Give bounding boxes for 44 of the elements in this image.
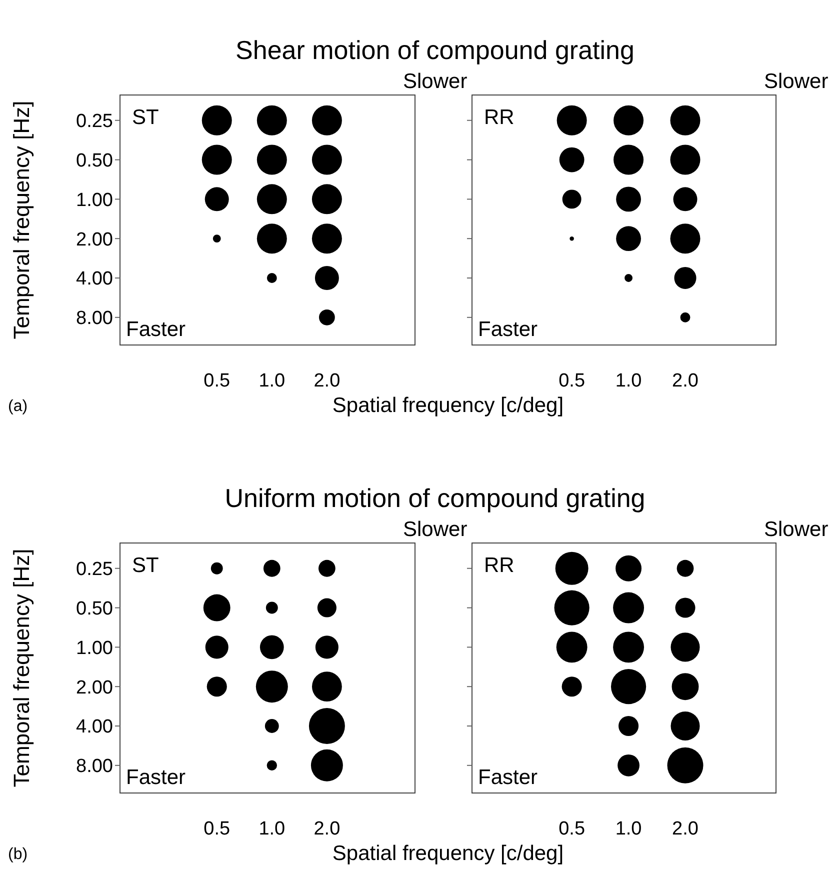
- x-tick-label: 2.0: [314, 370, 340, 392]
- text: Slower: [764, 70, 828, 93]
- text: Shear motion of compound grating: [234, 35, 636, 65]
- text: ST: [132, 106, 159, 129]
- x-tick-label: 0.5: [558, 370, 586, 392]
- y-tick-label: 1.00: [76, 190, 113, 211]
- text: RR: [484, 106, 514, 129]
- x-tick-label: 2.0: [314, 818, 340, 840]
- text: Faster: [126, 318, 186, 341]
- y-tick-label: 2.00: [76, 677, 113, 698]
- y-axis-title: Temporal frequency [Hz]: [9, 100, 34, 340]
- x-tick-label: 1.0: [258, 818, 286, 840]
- y-axis-title: Temporal frequency [Hz]: [9, 548, 34, 788]
- y-tick-label: 8.00: [76, 308, 113, 330]
- y-tick-label: 4.00: [76, 716, 113, 738]
- y-tick-label: 2.00: [76, 229, 113, 250]
- y-tick-label: 8.00: [76, 756, 113, 778]
- text: ST: [132, 554, 159, 577]
- y-tick-label: 0.25: [76, 559, 113, 580]
- x-tick-label: 0.5: [204, 370, 230, 392]
- x-tick-label: 2.0: [672, 370, 698, 392]
- x-tick-label: 0.5: [204, 818, 230, 840]
- y-tick-label: 1.00: [76, 638, 113, 659]
- text: (a): [8, 398, 28, 415]
- x-tick-label: 1.0: [258, 370, 286, 392]
- x-axis-title: Spatial frequency [c/deg]: [331, 394, 565, 417]
- text: Uniform motion of compound grating: [224, 483, 646, 513]
- text: RR: [484, 554, 514, 577]
- text: Faster: [478, 318, 538, 341]
- text: Faster: [478, 766, 538, 789]
- text: Slower: [764, 518, 828, 541]
- y-tick-label: 0.25: [76, 111, 113, 132]
- y-tick-label: 0.50: [76, 598, 113, 620]
- text: Faster: [126, 766, 186, 789]
- y-tick-label: 0.50: [76, 150, 113, 172]
- x-axis-title: Spatial frequency [c/deg]: [331, 842, 565, 865]
- x-tick-label: 1.0: [615, 818, 642, 840]
- x-tick-label: 2.0: [672, 818, 698, 840]
- y-tick-label: 4.00: [76, 268, 113, 290]
- text: (b): [8, 846, 28, 863]
- text: Slower: [403, 518, 468, 541]
- text: Slower: [403, 70, 468, 93]
- x-tick-label: 1.0: [615, 370, 642, 392]
- x-tick-label: 0.5: [558, 818, 586, 840]
